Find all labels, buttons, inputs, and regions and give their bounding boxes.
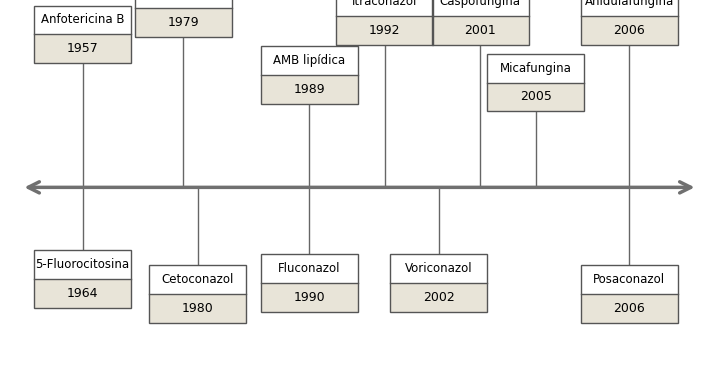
Text: 1990: 1990 [293,291,325,304]
Text: 1964: 1964 [67,287,99,300]
Text: Voriconazol: Voriconazol [405,262,472,275]
Bar [35,250,132,308]
Bar [580,16,677,45]
Bar [336,0,433,16]
Bar [35,6,132,34]
Text: 1992: 1992 [369,24,400,37]
Bar [260,46,357,75]
Text: Fluconazol: Fluconazol [278,262,340,275]
Bar [35,279,132,308]
Bar [260,283,357,312]
Text: Anidulafungina: Anidulafungina [585,0,674,8]
Bar [135,0,232,8]
Bar [431,0,529,16]
Bar [35,6,132,63]
Bar [431,16,529,45]
Bar [487,54,584,111]
Bar [580,294,677,323]
Bar [580,265,677,323]
Text: Anfotericina B: Anfotericina B [41,13,124,26]
Bar [260,254,357,312]
Text: 1980: 1980 [182,302,214,315]
Text: Caspofungina: Caspofungina [440,0,521,8]
Bar [336,16,433,45]
Text: 1957: 1957 [67,42,99,55]
Text: AMB lipídica: AMB lipídica [273,54,345,67]
Bar [260,46,357,104]
Bar [150,265,246,323]
Bar [487,83,584,111]
Bar [135,0,232,37]
Bar [390,254,487,312]
Bar [336,0,433,45]
Text: Cetoconazol: Cetoconazol [162,273,234,286]
Bar [431,0,529,45]
Bar [580,0,677,16]
Text: 5-Fluorocitosina: 5-Fluorocitosina [36,258,129,271]
Bar [390,254,487,283]
Text: 1979: 1979 [168,16,199,29]
Text: Micafungina: Micafungina [500,62,572,75]
Text: Posaconazol: Posaconazol [593,273,665,286]
Bar [135,8,232,37]
Bar [487,54,584,83]
Text: Itraconazol: Itraconazol [352,0,417,8]
Bar [390,283,487,312]
Bar [35,34,132,63]
Bar [260,254,357,283]
Bar [260,75,357,104]
Bar [150,294,246,323]
Text: 2001: 2001 [464,24,496,37]
Bar [35,250,132,279]
Text: 2006: 2006 [613,302,645,315]
Bar [150,265,246,294]
Text: 2002: 2002 [423,291,454,304]
Bar [580,265,677,294]
Text: 2005: 2005 [520,91,551,104]
Text: 2006: 2006 [613,24,645,37]
Text: 1989: 1989 [293,83,325,96]
Bar [580,0,677,45]
